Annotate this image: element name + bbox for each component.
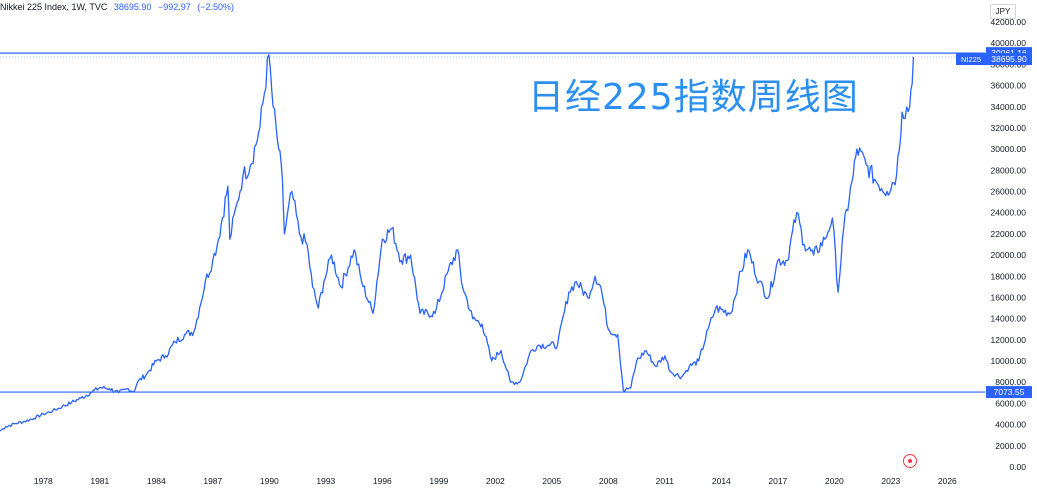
last-value-badge-label: 38695.90 [991,54,1027,64]
legend-symbol: Nikkei 225 Index, 1W, TVC [0,2,108,12]
symbol-badge-label: NI225 [961,55,981,64]
legend-values: 38695.90 −992.97 (−2.50%) [114,2,238,12]
currency-button[interactable]: JPY [990,4,1016,19]
x-tick-label: 1993 [316,476,335,486]
event-marker-icon[interactable] [903,454,917,468]
legend-change: −992.97 [157,2,191,12]
x-tick-label: 2005 [542,476,561,486]
chart-legend: Nikkei 225 Index, 1W, TVC 38695.90 −992.… [0,2,238,12]
y-tick-label: 20000.00 [991,250,1027,260]
x-tick-label: 1996 [373,476,392,486]
y-tick-label: 26000.00 [991,187,1027,197]
y-tick-label: 24000.00 [991,208,1027,218]
legend-last: 38695.90 [113,2,152,12]
x-tick-label: 1987 [203,476,222,486]
y-tick-label: 14000.00 [991,314,1027,324]
x-tick-label: 1990 [260,476,279,486]
x-tick-label: 1978 [34,476,53,486]
y-axis: 0.00 2000.00 4000.00 6000.00 8000.00 10000.00… [991,17,1027,472]
x-tick-label: 2020 [825,476,844,486]
x-tick-label: 2026 [938,476,957,486]
y-tick-label: 8000.00 [995,377,1026,387]
horizontal-lines [0,52,985,393]
y-tick-label: 40000.00 [991,38,1027,48]
last-value-badge [986,53,1032,66]
x-tick-label: 2023 [881,476,900,486]
y-tick-label: 6000.00 [995,398,1026,408]
y-tick-label: 12000.00 [991,335,1027,345]
y-tick-label: 30000.00 [991,144,1027,154]
y-tick-label: 16000.00 [991,292,1027,302]
y-tick-label: 42000.00 [991,17,1027,27]
series-line [0,54,915,432]
symbol-badge [956,53,986,66]
x-tick-label: 2014 [712,476,731,486]
x-tick-label: 1999 [429,476,448,486]
y-tick-label: 36000.00 [991,81,1027,91]
y-tick-label: 2000.00 [995,441,1026,451]
y-tick-label: 18000.00 [991,271,1027,281]
y-tick-label: 34000.00 [991,102,1027,112]
x-axis: 1978 1981 1984 1987 1990 1993 1996 1999 2002 2005… [34,476,957,486]
x-tick-label: 1984 [147,476,166,486]
legend-change-pct: (−2.50%) [197,2,235,12]
x-tick-label: 2011 [656,476,675,486]
x-tick-label: 1981 [90,476,109,486]
y-tick-label: 22000.00 [991,229,1027,239]
y-tick-label: 32000.00 [991,123,1027,133]
overlay-title: 日经225指数周线图 [528,77,859,118]
price-badge-label: 7073.55 [994,387,1025,397]
x-tick-label: 2008 [599,476,618,486]
y-tick-label: 28000.00 [991,165,1027,175]
price-badge [986,386,1032,399]
y-tick-label: 4000.00 [995,420,1026,430]
y-tick-label: 10000.00 [991,356,1027,366]
x-tick-label: 2002 [486,476,505,486]
x-tick-label: 2017 [768,476,787,486]
series [0,54,915,432]
y-tick-label: 0.00 [1009,462,1026,472]
